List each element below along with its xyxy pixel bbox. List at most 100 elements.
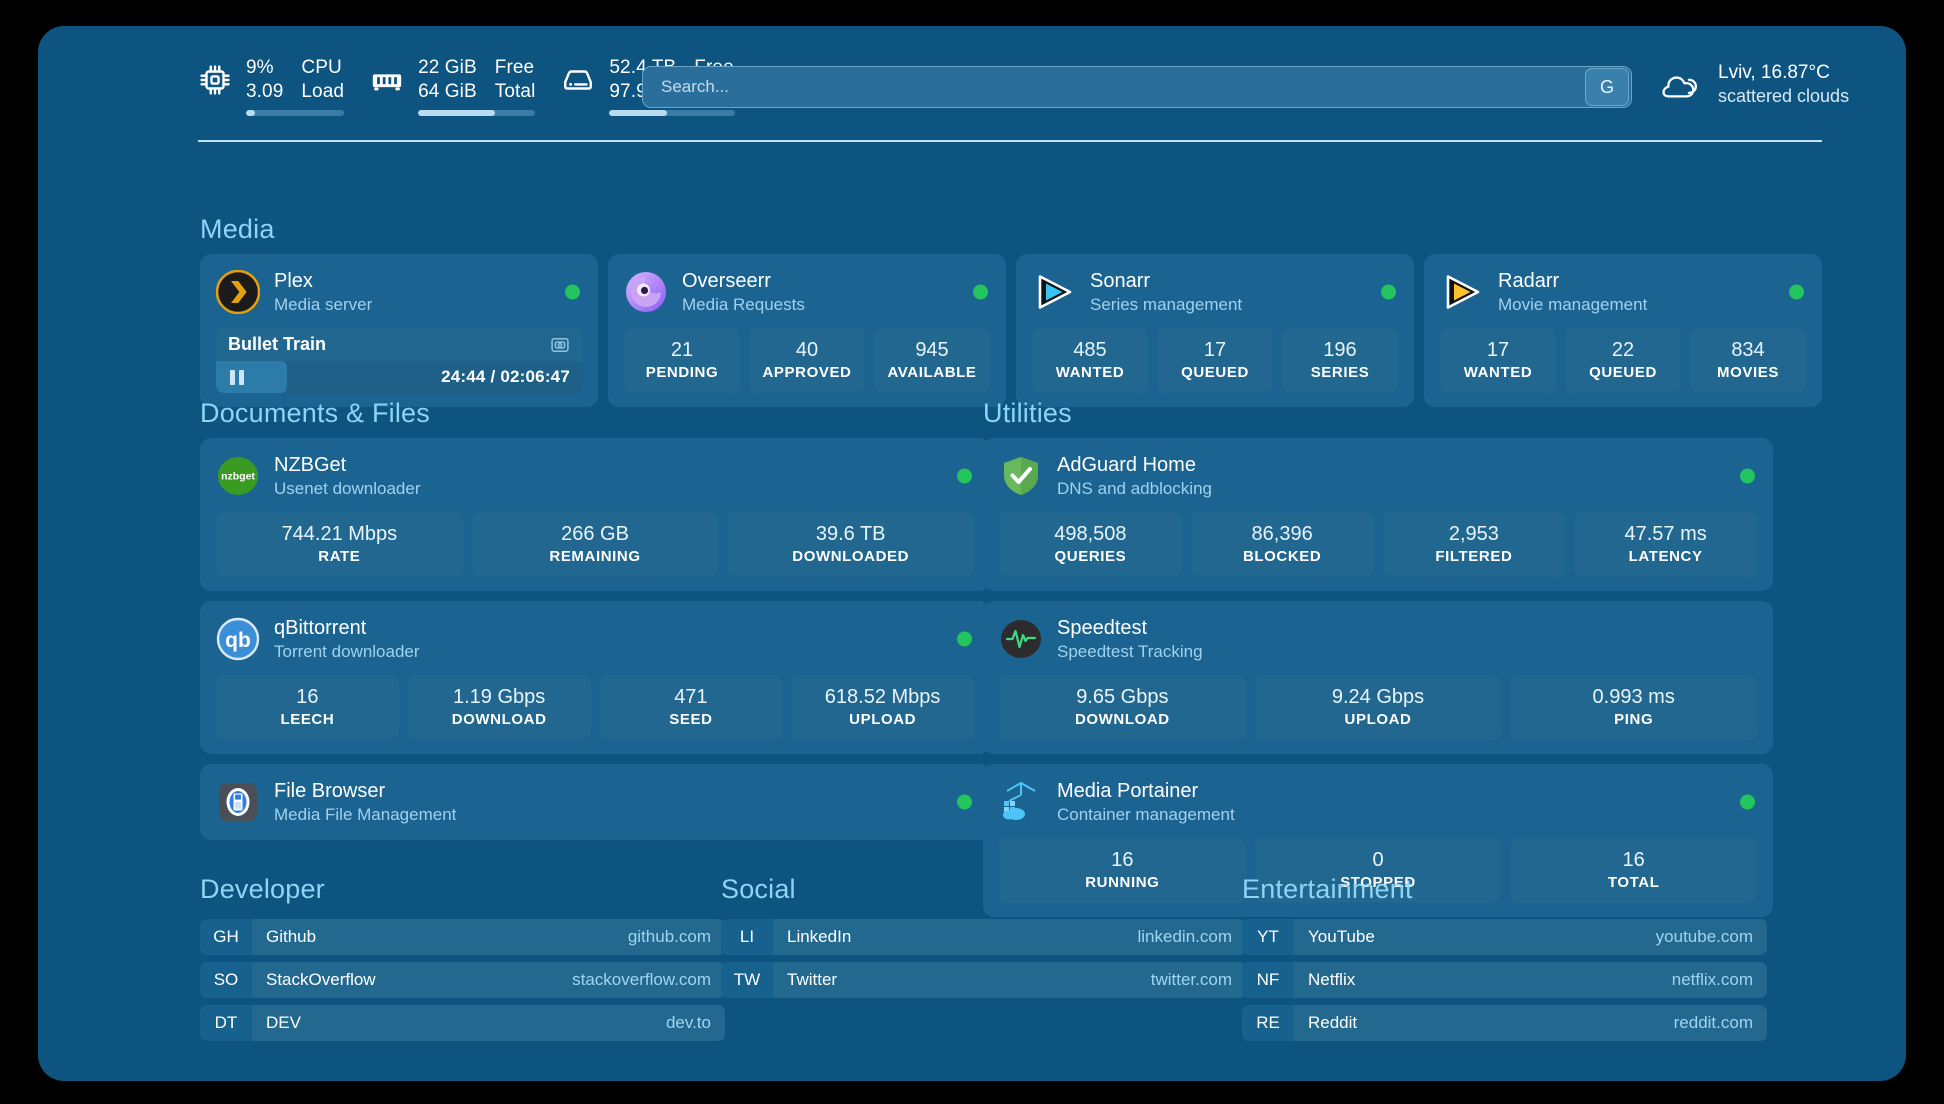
bookmark-url: linkedin.com [1137, 927, 1233, 946]
service-card[interactable]: AdGuard Home DNS and adblocking 498,508 QUE… [983, 438, 1773, 591]
service-stat-cell: 266 GB REMAINING [471, 512, 719, 577]
service-subtitle: Media File Management [274, 804, 457, 824]
service-card[interactable]: qb qBittorrent Torrent downloader 16 LEECH 1.… [200, 601, 990, 754]
service-stat-label: REMAINING [549, 548, 641, 565]
service-subtitle: Container management [1057, 804, 1235, 824]
bookmark-abbreviation: GH [200, 919, 252, 955]
speedtest-icon [999, 617, 1043, 661]
radarr-icon [1440, 270, 1484, 314]
bookmark-body: YouTube youtube.com [1294, 919, 1767, 955]
bookmark-item[interactable]: SO StackOverflow stackoverflow.com [200, 962, 725, 998]
bookmark-url: youtube.com [1655, 927, 1753, 946]
service-stat-value: 266 GB [561, 523, 629, 545]
documents-card-column: nzbget NZBGet Usenet downloader 744.21 Mbps… [200, 438, 990, 840]
service-stat-label: QUEUED [1181, 364, 1249, 381]
service-name: NZBGet [274, 453, 347, 476]
service-stat-cell: 16 RUNNING [999, 838, 1246, 903]
service-stat-value: 47.57 ms [1624, 523, 1707, 545]
plex-icon [216, 270, 260, 314]
service-stat-value: 16 [1111, 849, 1134, 871]
service-stat-cell: 21 PENDING [624, 328, 740, 393]
bookmark-item[interactable]: RE Reddit reddit.com [1242, 1005, 1767, 1041]
bookmark-item[interactable]: NF Netflix netflix.com [1242, 962, 1767, 998]
system-stat-body: 22 GiB 64 GiB Free Total [418, 56, 536, 116]
service-subtitle: Movie management [1498, 294, 1648, 314]
disk-icon [561, 63, 595, 97]
service-name: qBittorrent [274, 616, 367, 639]
header-divider [198, 140, 1822, 142]
service-stat-value: 945 [915, 339, 949, 361]
pause-icon[interactable] [230, 369, 244, 385]
bookmark-name: Netflix [1308, 970, 1356, 989]
service-stat-strip: 16 RUNNING 0 STOPPED 16 TOTAL [999, 838, 1758, 903]
weather-description: scattered clouds [1718, 86, 1850, 106]
overseerr-icon [624, 270, 668, 314]
service-name: Sonarr [1090, 269, 1151, 292]
service-stat-cell: 945 AVAILABLE [874, 328, 990, 393]
filebrowser-icon [216, 780, 260, 824]
service-stat-label: RATE [318, 548, 361, 565]
service-stat-label: LATENCY [1628, 548, 1703, 565]
bookmark-item[interactable]: GH Github github.com [200, 919, 725, 955]
bookmark-abbreviation: LI [721, 919, 773, 955]
service-card-header: Overseerr Media Requests [624, 268, 990, 316]
service-stat-label: AVAILABLE [887, 364, 977, 381]
service-card[interactable]: File Browser Media File Management [200, 764, 990, 840]
service-stat-value: 196 [1323, 339, 1357, 361]
bookmark-item[interactable]: LI LinkedIn linkedin.com [721, 919, 1246, 955]
service-name: AdGuard Home [1057, 453, 1196, 476]
service-stat-value: 22 [1611, 339, 1635, 361]
bookmark-group-title: Entertainment [1242, 874, 1413, 904]
service-stat-cell: 22 QUEUED [1565, 328, 1681, 393]
system-stat: 9% 3.09 CPU Load [198, 56, 345, 116]
bookmark-url: reddit.com [1673, 1013, 1753, 1032]
service-card[interactable]: Sonarr Series management 485 WANTED 17 QUEUED… [1016, 254, 1414, 407]
service-card[interactable]: Plex Media server Bullet Train 24:44 / 02:… [200, 254, 598, 407]
service-stat-cell: 86,396 BLOCKED [1190, 512, 1374, 577]
bookmark-item[interactable]: DT DEV dev.to [200, 1005, 725, 1041]
service-name: Plex [274, 269, 313, 292]
service-stat-strip: 17 WANTED 22 QUEUED 834 MOVIES [1440, 328, 1806, 393]
system-stat-line: 9% [246, 57, 274, 78]
service-stat-label: UPLOAD [1344, 711, 1412, 728]
media-card-row: Plex Media server Bullet Train 24:44 / 02:… [200, 254, 1822, 407]
search-bar[interactable]: G [642, 66, 1632, 108]
search-engine-button[interactable]: G [1585, 68, 1629, 106]
status-indicator-online [957, 468, 972, 484]
service-stat-label: DOWNLOADED [792, 548, 910, 565]
bookmark-group: Entertainment YT YouTube youtube.com NF Netfl… [1242, 874, 1767, 1041]
bookmark-name: StackOverflow [266, 970, 376, 989]
service-stat-cell: 17 QUEUED [1157, 328, 1273, 393]
service-card[interactable]: Speedtest Speedtest Tracking 9.65 Gbps DOWN… [983, 601, 1773, 754]
service-card[interactable]: nzbget NZBGet Usenet downloader 744.21 Mbps… [200, 438, 990, 591]
now-playing-progress-bar[interactable]: 24:44 / 02:06:47 [216, 361, 582, 393]
system-stat-bar [609, 110, 735, 116]
bookmark-url: dev.to [665, 1013, 711, 1032]
bookmark-list: GH Github github.com SO StackOverflow stackov… [200, 919, 725, 1041]
search-input[interactable] [643, 67, 1585, 107]
status-indicator-online [1740, 794, 1755, 810]
memory-icon [370, 63, 404, 97]
service-stat-label: RUNNING [1085, 874, 1160, 891]
service-card-header: Speedtest Speedtest Tracking [999, 615, 1757, 663]
service-stat-cell: 0.993 ms PING [1510, 675, 1758, 740]
bookmark-item[interactable]: TW Twitter twitter.com [721, 962, 1246, 998]
service-name: File Browser [274, 779, 386, 802]
bookmark-body: Netflix netflix.com [1294, 962, 1767, 998]
service-stat-value: 744.21 Mbps [281, 523, 398, 545]
service-card[interactable]: Overseerr Media Requests 21 PENDING 40 APPROV… [608, 254, 1006, 407]
service-stat-strip: 744.21 Mbps RATE 266 GB REMAINING 39.6 TB DOW… [216, 512, 975, 577]
system-stat-bar [418, 110, 536, 116]
service-card-meta: NZBGet Usenet downloader [274, 453, 420, 500]
system-stat-line: 64 GiB [418, 81, 477, 102]
service-card[interactable]: Radarr Movie management 17 WANTED 22 QUEUED 83… [1424, 254, 1822, 407]
header: 9% 3.09 CPU Load 22 GiB 64 GiB Free Total 52.4… [38, 26, 1906, 144]
cast-icon [550, 335, 570, 355]
bookmark-name: Github [266, 927, 317, 946]
bookmark-item[interactable]: YT YouTube youtube.com [1242, 919, 1767, 955]
weather-location: Lviv, 16.87°C [1718, 62, 1830, 83]
system-stat-values: 9% 3.09 CPU Load [246, 56, 344, 104]
service-card-meta: Plex Media server [274, 269, 372, 316]
system-stat: 22 GiB 64 GiB Free Total [370, 56, 536, 116]
service-card[interactable]: Media Portainer Container management 16 RUN… [983, 764, 1773, 917]
